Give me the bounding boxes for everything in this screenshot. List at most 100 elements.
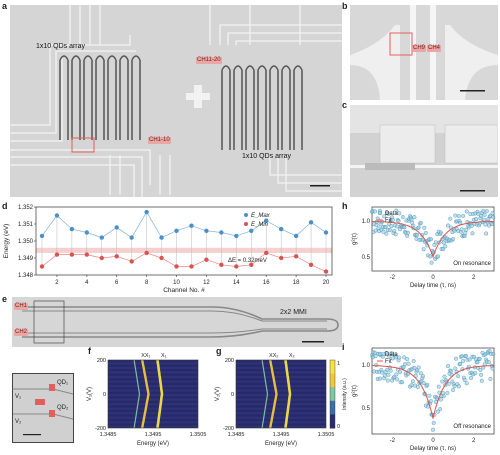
array-label-left: 1x10 QDs array (36, 43, 86, 50)
chart-h-data-point (491, 215, 496, 220)
chart-g-noise-band (236, 425, 326, 428)
chart-d-point-E_Max (129, 235, 134, 240)
chart-d-ytick-label: 1.348 (18, 273, 34, 279)
chart-i-data-point (410, 379, 415, 384)
chart-h-data-point (423, 230, 428, 235)
chart-f-noise-band (108, 364, 198, 367)
chart-f-ytick-label: 0 (103, 392, 106, 398)
chart-i-data-point (453, 356, 458, 361)
chart-d-point-E_Max (174, 228, 179, 233)
chart-d-point-E_Min (39, 264, 45, 269)
chart-i-data-point (402, 355, 407, 360)
chart-g-xlabel: Energy (eV) (265, 441, 297, 447)
chart-h-data-point (384, 231, 389, 236)
qd-array-left (59, 55, 141, 140)
chart-h-data-point (474, 217, 479, 222)
chart-d-point-E_Max (114, 225, 119, 230)
chart-i-data-point (397, 370, 402, 375)
chart-h-data-point (415, 232, 420, 237)
chart-i-data-point (406, 361, 411, 366)
chart-f-frame (107, 359, 199, 429)
chart-g-noise-band (236, 416, 326, 419)
chart-d-legend-marker-min (244, 222, 248, 226)
chart-g-noise-band (236, 394, 326, 397)
chart-g-noise-band (236, 373, 326, 376)
chart-h-data-point (374, 222, 379, 227)
chart-h-data-point (420, 233, 425, 238)
chart-g-colorbar-segment (330, 373, 335, 388)
chart-d-point-E_Max (54, 213, 60, 218)
chart-i-data-point (478, 367, 483, 372)
chart-d-point-E_Max (249, 228, 254, 233)
chart-i-data-point (451, 387, 456, 392)
chart-i-data-point (416, 365, 421, 370)
chart-h-data-point (438, 230, 443, 235)
chart-i-data-point (397, 355, 402, 360)
chart-d-point-E_Min (278, 255, 284, 261)
chart-d-legend-min: E_Min (251, 222, 269, 228)
chart-d-xtick-label: 6 (115, 280, 119, 286)
chart-g-cbar-label: Intensity (a.u.) (342, 378, 348, 410)
chart-g-emission-line (269, 359, 278, 429)
chart-g-noise-band (236, 403, 326, 406)
chart-h-data-point (441, 240, 446, 245)
chart-g-noise-band (236, 371, 326, 374)
chart-i-data-point (389, 351, 394, 356)
chart-g-noise-band (236, 387, 326, 390)
chart-d-point-E_Max (308, 220, 314, 225)
panel-label-d: d (2, 201, 8, 211)
chart-i-data-point (430, 427, 435, 432)
chart-f-peak1: XX₁ (141, 353, 150, 359)
chart-f-noise-band (108, 421, 198, 424)
chart-h-xlabel: Delay time (τ, ns) (410, 283, 456, 289)
chart-d-point-E_Max (99, 235, 104, 240)
chart-g-cbar-min: 0 (337, 424, 340, 430)
chart-h-data-point (416, 225, 421, 230)
chart-d-point-E_Min (323, 269, 329, 274)
chart-h-data-point (479, 214, 484, 219)
chart-i-data-point (377, 376, 382, 381)
chart-h-data-point (381, 229, 386, 234)
chart-i-data-point (469, 375, 474, 380)
chart-d-xtick-label: 16 (263, 280, 270, 286)
chart-h-data-point (394, 208, 399, 213)
chart-i-data-point (386, 372, 391, 377)
chart-h-data-point (372, 209, 377, 214)
chart-i-data-point (490, 366, 495, 371)
chart-g-noise-band (236, 369, 326, 372)
chart-h-data-point (464, 209, 469, 214)
chart-d-line-E_Min (41, 252, 327, 272)
chart-f-ytick-label: -200 (95, 426, 106, 432)
chart-f-noise-band (108, 366, 198, 370)
chart-i-data-point (486, 360, 491, 365)
chart-h-data-point (470, 231, 475, 236)
chart-h-data-point (396, 218, 401, 223)
chart-d-point-E_Max (323, 230, 329, 235)
chart-i-data-point (448, 368, 453, 373)
chart-h-data-point (481, 208, 486, 213)
chart-h-data-point (405, 233, 410, 238)
chart-i-data-point (395, 377, 400, 382)
chart-d-point-E_Max (264, 218, 269, 223)
chart-f-noise-band (108, 384, 198, 388)
chart-h-data-point (483, 222, 488, 227)
chart-d-point-E_Max (84, 230, 90, 235)
chart-d-point-E_Min (54, 252, 60, 257)
sem-image-c (350, 105, 498, 197)
chart-g-noise-band (236, 389, 326, 392)
chart-g-ylabel: V₂(V) (215, 387, 221, 401)
chart-g-noise-band (236, 391, 326, 394)
chart-h-legend-fit: Fit (385, 218, 392, 224)
chart-g-peak1: XX₂ (269, 353, 278, 359)
chart-d-point-E_Min (69, 252, 75, 257)
chart-d-point-E_Max (293, 233, 299, 239)
chart-i-ylabel: g²(τ) (352, 385, 358, 397)
chart-h-data-point (464, 227, 469, 232)
chart-d-point-E_Max (189, 223, 194, 228)
chart-g-noise-band (236, 421, 326, 424)
chart-g-noise-band (236, 405, 326, 408)
qd1-label: QD₁ (57, 380, 69, 386)
chart-h-data-point (390, 217, 395, 222)
chart-f-emission-line (141, 359, 150, 429)
chart-d-legend-marker-max (244, 213, 248, 217)
